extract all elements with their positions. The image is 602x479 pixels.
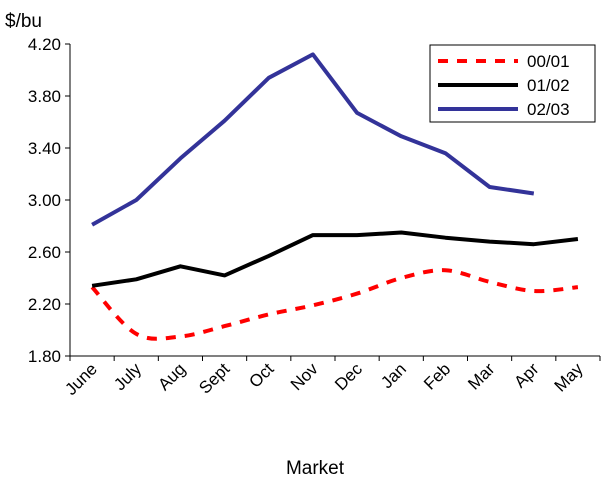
legend-label: 00/01 [527, 52, 570, 71]
y-tick-label: 1.80 [28, 347, 61, 366]
y-tick-label: 3.00 [28, 191, 61, 210]
series-layer [90, 52, 579, 341]
y-tick-label: 2.20 [28, 295, 61, 314]
x-tick-label: Sept [195, 359, 233, 397]
x-tick-label: Dec [331, 359, 366, 394]
x-tick-label: Aug [154, 359, 189, 394]
y-tick-label: 4.20 [28, 35, 61, 54]
legend-label: 01/02 [527, 76, 570, 95]
x-axis: June July Aug Sept Oct Nov Dec Jan Feb Mar Apr May [61, 356, 601, 399]
legend-label: 02/03 [527, 100, 570, 119]
x-tick-label: June [61, 359, 101, 399]
x-tick-label: Jan [377, 359, 410, 392]
y-axis-title: $/bu [5, 11, 42, 32]
series-line-01-02 [91, 230, 579, 288]
series-line-00-01 [90, 268, 579, 341]
x-axis-title: Market [286, 458, 345, 479]
y-tick-label: 2.60 [28, 243, 61, 262]
x-tick-label: Feb [420, 359, 454, 393]
x-tick-label: July [110, 359, 145, 394]
legend: 00/01 01/02 02/03 [429, 44, 596, 123]
y-axis: 1.80 2.20 2.60 3.00 3.40 3.80 4.20 [28, 35, 70, 366]
y-tick-label: 3.80 [28, 87, 61, 106]
x-tick-label: Nov [287, 359, 322, 394]
x-tick-label: Apr [510, 359, 542, 391]
x-tick-label: May [551, 359, 587, 395]
y-tick-label: 3.40 [28, 139, 61, 158]
x-tick-label: Mar [464, 359, 498, 393]
x-tick-label: Oct [245, 359, 277, 391]
